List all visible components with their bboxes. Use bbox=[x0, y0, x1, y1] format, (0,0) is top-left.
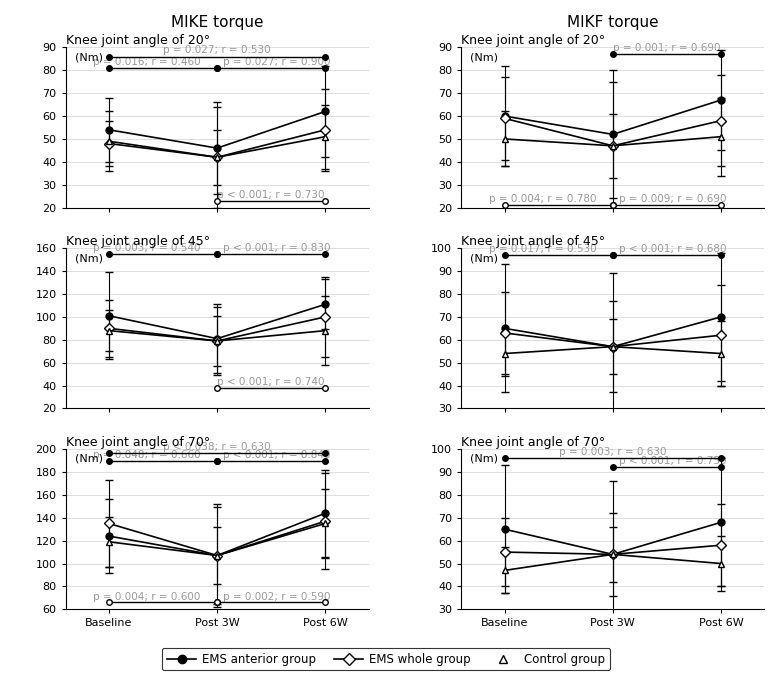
Text: p = 0.016; r = 0.460: p = 0.016; r = 0.460 bbox=[93, 57, 201, 67]
Text: p < 0.001; r = 0.830: p < 0.001; r = 0.830 bbox=[223, 244, 330, 253]
Text: p = 0.027; r = 0.900: p = 0.027; r = 0.900 bbox=[223, 57, 330, 67]
Text: p < 0.001; r = 0.840: p < 0.001; r = 0.840 bbox=[223, 450, 330, 460]
Text: MIKF torque: MIKF torque bbox=[567, 16, 659, 30]
Text: Knee joint angle of 70°: Knee joint angle of 70° bbox=[66, 436, 210, 449]
Text: p < 0.001; r = 0.750: p < 0.001; r = 0.750 bbox=[618, 456, 726, 466]
Text: (Nm): (Nm) bbox=[470, 454, 499, 464]
Text: p = 0.004; r = 0.780: p = 0.004; r = 0.780 bbox=[489, 194, 596, 204]
Text: p < 0.038; r = 0.630: p < 0.038; r = 0.630 bbox=[164, 442, 271, 452]
Text: p = 0.003; r = 0.540: p = 0.003; r = 0.540 bbox=[93, 244, 201, 253]
Text: (Nm): (Nm) bbox=[75, 253, 103, 263]
Text: p = 0.003; r = 0.630: p = 0.003; r = 0.630 bbox=[559, 447, 666, 457]
Text: p < 0.001; r = 0.740: p < 0.001; r = 0.740 bbox=[218, 377, 325, 387]
Text: p < 0.001; r = 0.730: p < 0.001; r = 0.730 bbox=[218, 190, 325, 200]
Text: (Nm): (Nm) bbox=[75, 52, 103, 62]
Text: p = 0.001; r = 0.690: p = 0.001; r = 0.690 bbox=[613, 43, 720, 53]
Text: p = 0.048; r = 0.660: p = 0.048; r = 0.660 bbox=[93, 450, 201, 460]
Text: (Nm): (Nm) bbox=[75, 454, 103, 464]
Text: p = 0.027; r = 0.530: p = 0.027; r = 0.530 bbox=[164, 45, 271, 56]
Text: p < 0.001; r = 0.680: p < 0.001; r = 0.680 bbox=[618, 244, 726, 254]
Text: Knee joint angle of 20°: Knee joint angle of 20° bbox=[461, 35, 605, 47]
Legend: EMS anterior group, EMS whole group, Control group: EMS anterior group, EMS whole group, Con… bbox=[162, 648, 610, 670]
Text: Knee joint angle of 45°: Knee joint angle of 45° bbox=[66, 235, 210, 248]
Text: p = 0.009; r = 0.690: p = 0.009; r = 0.690 bbox=[618, 194, 726, 204]
Text: Knee joint angle of 20°: Knee joint angle of 20° bbox=[66, 35, 210, 47]
Text: p = 0.017; r = 0.530: p = 0.017; r = 0.530 bbox=[489, 244, 596, 254]
Text: MIKE torque: MIKE torque bbox=[171, 16, 263, 30]
Text: p = 0.002; r = 0.590: p = 0.002; r = 0.590 bbox=[223, 592, 330, 602]
Text: (Nm): (Nm) bbox=[470, 253, 499, 263]
Text: Knee joint angle of 45°: Knee joint angle of 45° bbox=[461, 235, 605, 248]
Text: p = 0.004; r = 0.600: p = 0.004; r = 0.600 bbox=[93, 592, 201, 602]
Text: Knee joint angle of 70°: Knee joint angle of 70° bbox=[461, 436, 605, 449]
Text: (Nm): (Nm) bbox=[470, 52, 499, 62]
